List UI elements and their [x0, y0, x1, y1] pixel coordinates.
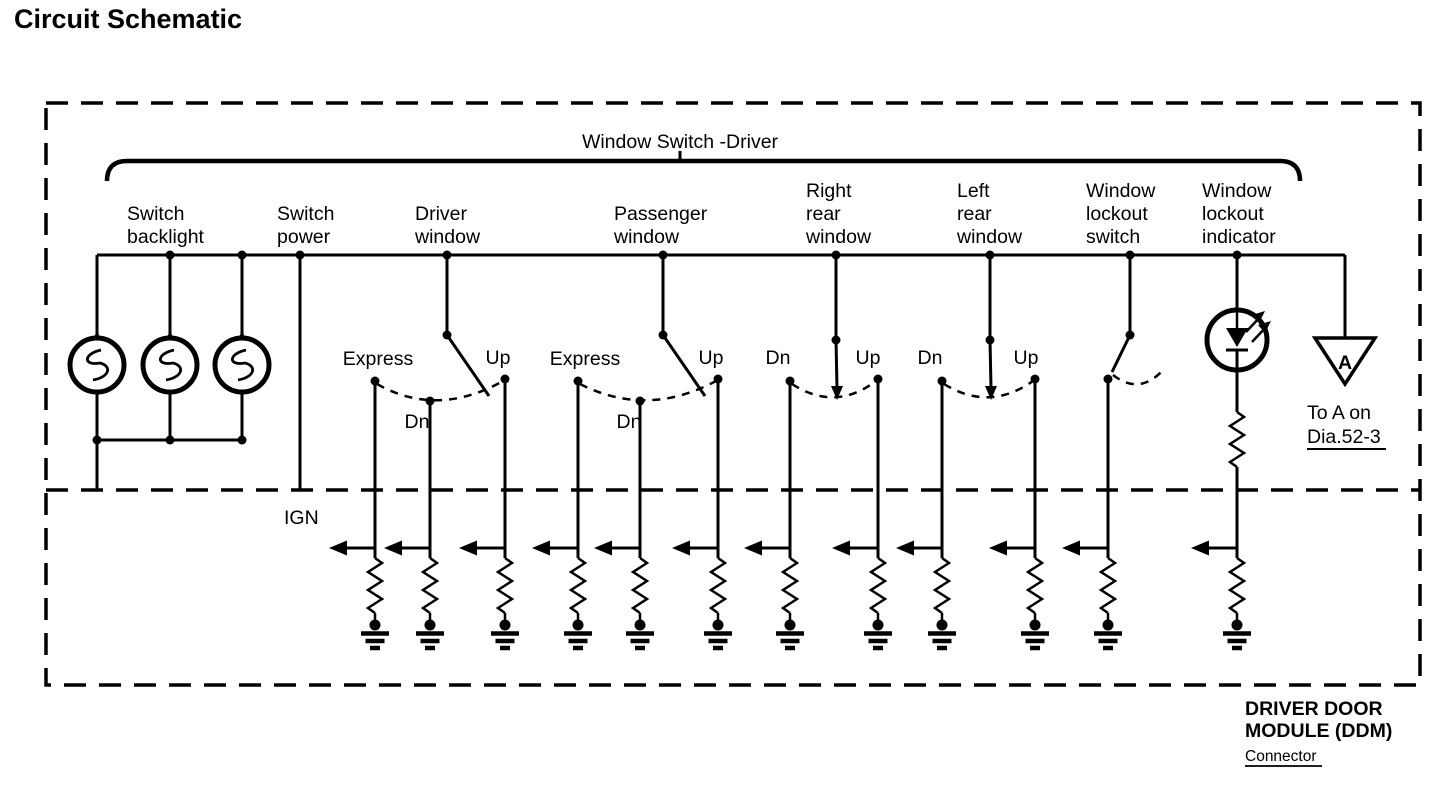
left-rear-dn-label: Dn	[918, 347, 943, 369]
passenger-window-switch	[573, 255, 723, 406]
group-bracket	[104, 151, 1303, 182]
pin-circuit-right-rear-dn	[742, 381, 804, 649]
svg-text:power: power	[277, 226, 331, 248]
off-page-ref-a	[1311, 255, 1379, 388]
ground-icon	[491, 620, 519, 649]
pin-circuit-driver-express	[327, 381, 389, 649]
passenger-up-label: Up	[699, 347, 724, 369]
pin-circuit-driver-up	[457, 379, 519, 649]
ground-icon	[1094, 620, 1122, 649]
column-label-window-lockout-switch: Window lockout switch	[1086, 180, 1156, 248]
pin-circuit-passenger-up	[670, 379, 732, 649]
svg-text:window: window	[414, 226, 481, 248]
svg-text:rear: rear	[957, 203, 992, 225]
page-title: Circuit Schematic	[14, 4, 243, 34]
module-name-block: DRIVER DOOR MODULE (DDM) Connector	[1245, 698, 1392, 767]
module-name-line2: MODULE (DDM)	[1245, 720, 1392, 742]
ign-label: IGN	[284, 507, 319, 529]
svg-text:window: window	[956, 226, 1023, 248]
off-page-ref-line2: Dia.52-3	[1307, 426, 1381, 448]
module-boundary	[44, 101, 1422, 687]
svg-text:rear: rear	[806, 203, 841, 225]
column-label-switch-backlight: Switch backlight	[127, 203, 205, 248]
pin-circuit-passenger-express	[530, 381, 592, 649]
pin-circuit-left-rear-dn	[894, 381, 956, 649]
left-rear-up-label: Up	[1014, 347, 1039, 369]
column-label-passenger-window: Passenger window	[613, 203, 708, 248]
svg-text:Right: Right	[806, 180, 852, 202]
ground-icon	[361, 620, 389, 649]
backlight-bulb-icon	[215, 331, 269, 392]
driver-up-label: Up	[486, 347, 511, 369]
svg-text:window: window	[805, 226, 872, 248]
column-label-window-lockout-indicator: Window lockout indicator	[1202, 180, 1276, 248]
right-rear-up-label: Up	[856, 347, 881, 369]
svg-text:indicator: indicator	[1202, 226, 1276, 248]
backlight-bulb-icon	[70, 331, 124, 392]
svg-text:Switch: Switch	[277, 203, 334, 225]
svg-text:lockout: lockout	[1086, 203, 1148, 225]
pin-circuit-left-rear-up	[987, 379, 1049, 649]
driver-dn-label: Dn	[405, 411, 430, 433]
svg-text:Window: Window	[1202, 180, 1272, 202]
svg-text:backlight: backlight	[127, 226, 205, 248]
column-label-switch-power: Switch power	[277, 203, 334, 248]
ground-icon	[564, 620, 592, 649]
module-name-line1: DRIVER DOOR	[1245, 698, 1383, 720]
connector-label: Connector	[1245, 748, 1317, 765]
group-bracket-label: Window Switch -Driver	[582, 131, 779, 153]
column-label-left-rear-window: Left rear window	[956, 180, 1023, 248]
off-page-ref-letter: A	[1338, 352, 1352, 374]
passenger-express-label: Express	[550, 348, 621, 370]
window-lockout-switch	[1103, 255, 1165, 386]
svg-text:Switch: Switch	[127, 203, 184, 225]
svg-text:Driver: Driver	[415, 203, 468, 225]
ground-icon	[1223, 620, 1251, 649]
switch-backlight-bulbs	[70, 255, 269, 490]
right-rear-window-switch	[785, 255, 883, 400]
svg-text:Passenger: Passenger	[614, 203, 708, 225]
ground-icon	[928, 620, 956, 649]
backlight-bulb-icon	[143, 331, 197, 392]
ground-icon	[626, 620, 654, 649]
ground-icon	[1021, 620, 1049, 649]
svg-text:switch: switch	[1086, 226, 1140, 248]
window-lockout-indicator-led	[1204, 255, 1271, 469]
pin-circuit-lockout-switch	[1060, 379, 1122, 649]
column-label-right-rear-window: Right rear window	[805, 180, 872, 248]
right-rear-dn-label: Dn	[766, 347, 791, 369]
pin-circuit-lockout-indicator	[1189, 467, 1251, 649]
ground-icon	[776, 620, 804, 649]
power-bus	[97, 250, 1345, 260]
ground-icon	[416, 620, 444, 649]
pin-circuit-driver-dn	[382, 401, 444, 649]
off-page-ref-line1: To A on	[1307, 402, 1371, 424]
pin-circuit-right-rear-up	[830, 379, 892, 649]
passenger-dn-label: Dn	[617, 411, 642, 433]
ground-icon	[704, 620, 732, 649]
driver-express-label: Express	[343, 348, 414, 370]
svg-text:Window: Window	[1086, 180, 1156, 202]
pin-circuit-passenger-dn	[592, 401, 654, 649]
svg-text:Left: Left	[957, 180, 990, 202]
ground-icon	[864, 620, 892, 649]
driver-window-switch	[370, 255, 510, 406]
left-rear-window-switch	[937, 255, 1040, 400]
svg-text:lockout: lockout	[1202, 203, 1264, 225]
column-label-driver-window: Driver window	[414, 203, 481, 248]
svg-text:window: window	[613, 226, 680, 248]
